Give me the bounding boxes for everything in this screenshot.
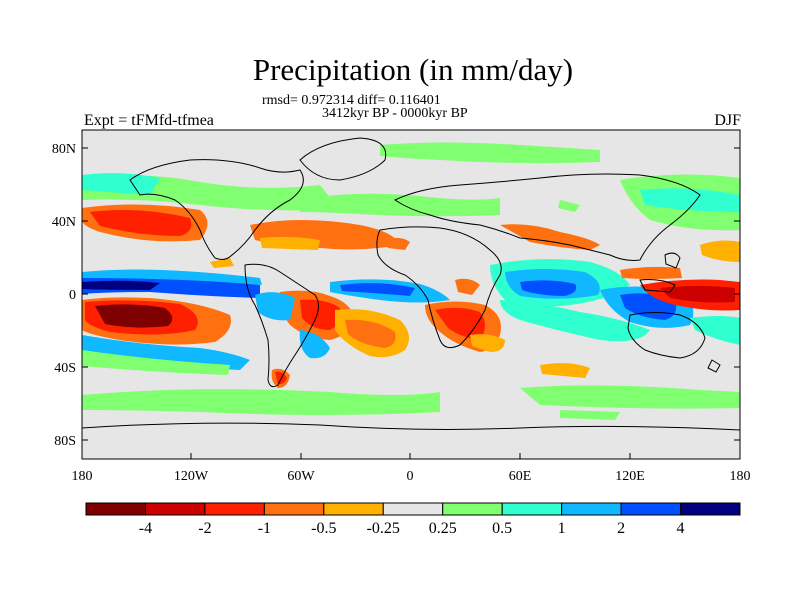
colorbar-label: 0.25 xyxy=(428,520,457,537)
coastlines xyxy=(82,137,740,431)
statistics-line: rmsd= 0.972314 diff= 0.116401 xyxy=(262,93,441,108)
colorbar-box xyxy=(561,502,622,516)
x-tick-label: 120E xyxy=(615,469,645,484)
colorbar-label: 4 xyxy=(676,520,685,537)
colorbar-label: 1 xyxy=(557,520,566,537)
colorbar-box xyxy=(263,502,325,516)
colorbar-label: 2 xyxy=(617,520,626,537)
colorbar xyxy=(85,502,741,516)
x-tick-label: 0 xyxy=(406,469,414,484)
x-tick-label: 180 xyxy=(71,469,93,484)
x-tick-label: 60W xyxy=(287,469,315,484)
x-tick-label: 60E xyxy=(508,469,532,484)
season-label: DJF xyxy=(714,112,741,129)
plot-title: Precipitation (in mm/day) xyxy=(252,52,574,87)
colorbar-label: -2 xyxy=(198,520,212,537)
period-line: 3412kyr BP - 0000kyr BP xyxy=(322,106,468,121)
colorbar-box xyxy=(144,502,206,516)
colorbar-box xyxy=(620,502,682,516)
colorbar-box xyxy=(680,502,741,516)
y-tick-label: 0 xyxy=(69,288,76,303)
colorbar-box xyxy=(323,502,384,516)
colorbar-label: -0.25 xyxy=(366,520,400,537)
colorbar-box xyxy=(204,502,265,516)
colorbar-box xyxy=(85,502,146,516)
axis-ticks xyxy=(81,147,741,459)
colorbar-label: -0.5 xyxy=(311,520,337,537)
y-tick-label: 80N xyxy=(51,142,76,157)
y-tick-label: 40N xyxy=(51,215,76,230)
experiment-label: Expt = tFMfd-tfmea xyxy=(84,112,214,129)
x-tick-label: 180 xyxy=(729,469,751,484)
colorbar-box xyxy=(442,502,503,516)
y-tick-label: 80S xyxy=(54,434,76,449)
colorbar-box xyxy=(501,502,563,516)
x-tick-label: 120W xyxy=(173,469,209,484)
y-tick-label: 40S xyxy=(54,361,76,376)
precipitation-contours xyxy=(82,142,740,420)
colorbar-box xyxy=(382,502,444,516)
colorbar-label: -1 xyxy=(257,520,272,537)
colorbar-label: 0.5 xyxy=(492,520,513,537)
colorbar-label: -4 xyxy=(138,520,153,537)
